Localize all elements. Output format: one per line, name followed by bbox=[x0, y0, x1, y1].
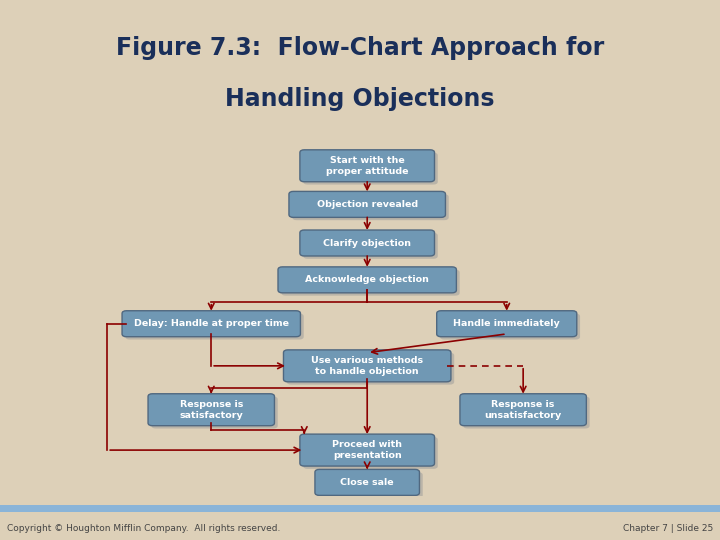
FancyBboxPatch shape bbox=[315, 469, 420, 495]
Text: Proceed with
presentation: Proceed with presentation bbox=[332, 440, 402, 460]
Text: Handle immediately: Handle immediately bbox=[454, 319, 560, 328]
FancyBboxPatch shape bbox=[278, 267, 456, 293]
FancyBboxPatch shape bbox=[292, 194, 449, 220]
FancyBboxPatch shape bbox=[282, 269, 459, 296]
Text: Acknowledge objection: Acknowledge objection bbox=[305, 275, 429, 285]
FancyBboxPatch shape bbox=[300, 230, 434, 256]
FancyBboxPatch shape bbox=[287, 353, 454, 384]
FancyBboxPatch shape bbox=[125, 314, 304, 340]
Text: Delay: Handle at proper time: Delay: Handle at proper time bbox=[134, 319, 289, 328]
FancyBboxPatch shape bbox=[303, 437, 438, 469]
FancyBboxPatch shape bbox=[300, 434, 434, 466]
Text: Copyright © Houghton Mifflin Company.  All rights reserved.: Copyright © Houghton Mifflin Company. Al… bbox=[7, 524, 281, 533]
Text: Handling Objections: Handling Objections bbox=[225, 87, 495, 111]
FancyBboxPatch shape bbox=[460, 394, 586, 426]
FancyBboxPatch shape bbox=[289, 191, 446, 218]
Text: Use various methods
to handle objection: Use various methods to handle objection bbox=[311, 356, 423, 376]
FancyBboxPatch shape bbox=[463, 396, 590, 429]
FancyBboxPatch shape bbox=[303, 153, 438, 185]
FancyBboxPatch shape bbox=[300, 150, 434, 182]
FancyBboxPatch shape bbox=[148, 394, 274, 426]
FancyBboxPatch shape bbox=[284, 350, 451, 382]
FancyBboxPatch shape bbox=[437, 310, 577, 337]
Text: Clarify objection: Clarify objection bbox=[323, 239, 411, 247]
FancyBboxPatch shape bbox=[151, 396, 278, 429]
Text: Chapter 7 | Slide 25: Chapter 7 | Slide 25 bbox=[623, 524, 713, 533]
FancyBboxPatch shape bbox=[122, 310, 300, 337]
Text: Close sale: Close sale bbox=[341, 478, 394, 487]
Text: Response is
unsatisfactory: Response is unsatisfactory bbox=[485, 400, 562, 420]
FancyBboxPatch shape bbox=[440, 314, 580, 340]
Text: Objection revealed: Objection revealed bbox=[317, 200, 418, 209]
Text: Start with the
proper attitude: Start with the proper attitude bbox=[326, 156, 408, 176]
FancyBboxPatch shape bbox=[303, 233, 438, 259]
Text: Figure 7.3:  Flow-Chart Approach for: Figure 7.3: Flow-Chart Approach for bbox=[116, 36, 604, 60]
FancyBboxPatch shape bbox=[0, 505, 720, 512]
Text: Response is
satisfactory: Response is satisfactory bbox=[179, 400, 243, 420]
FancyBboxPatch shape bbox=[318, 472, 423, 498]
